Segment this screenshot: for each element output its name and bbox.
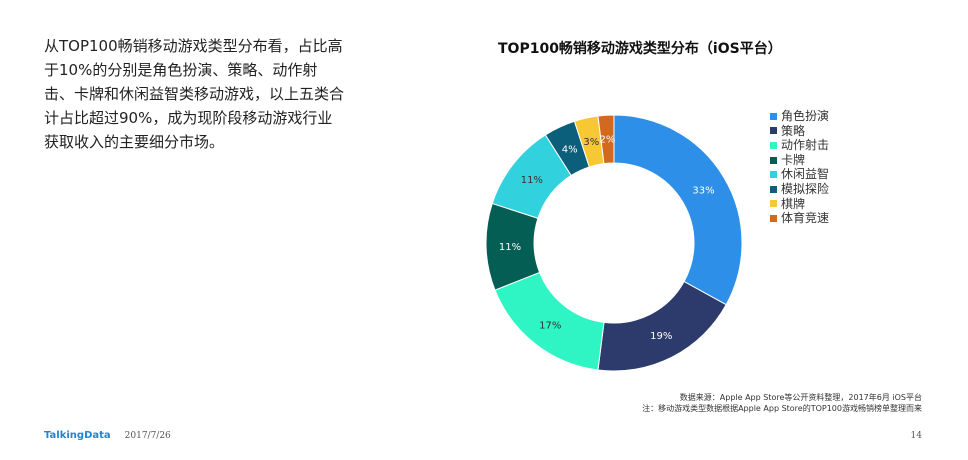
legend-label: 模拟探险 [781,181,830,196]
legend-swatch [770,185,777,193]
legend-label: 卡牌 [781,152,806,167]
intro-paragraph: 从TOP100畅销移动游戏类型分布看，占比高于10%的分别是角色扮演、策略、动作… [44,37,345,151]
legend-swatch [770,200,777,208]
legend-swatch [770,141,777,149]
legend-label: 动作射击 [781,138,830,153]
slice-label: 19% [650,331,672,342]
slice-label: 3% [583,137,599,148]
source-line: 数据来源：Apple App Store等公开资料整理，2017年6月 iOS平… [679,393,922,402]
page-number: 14 [910,430,922,441]
legend-item: 策略 [770,124,829,139]
page-footer: TalkingData 2017/7/26 14 [44,430,922,441]
slice-label: 4% [562,144,578,155]
legend-label: 策略 [781,123,806,138]
legend-item: 棋牌 [770,197,829,212]
footer-date: 2017/7/26 [124,430,171,441]
legend-item: 模拟探险 [770,182,829,197]
legend-item: 动作射击 [770,138,829,153]
legend-swatch [770,127,777,135]
legend-label: 体育竞速 [781,211,830,226]
legend-swatch [770,112,777,120]
slice-label: 33% [692,186,714,197]
slice-label: 11% [521,175,543,186]
source-note: 数据来源：Apple App Store等公开资料整理，2017年6月 iOS平… [642,392,922,414]
slice-label: 17% [539,321,561,332]
legend-label: 休闲益智 [781,167,830,182]
donut-slice [597,280,727,372]
donut-slice [613,114,743,306]
chart-title: TOP100畅销移动游戏类型分布（iOS平台） [498,41,782,57]
legend-item: 体育竞速 [770,211,829,226]
legend-swatch [770,214,777,222]
legend-label: 角色扮演 [781,109,830,123]
donut-chart: 33% 19% 17% 11% 11% 4% 3% 2% [485,114,743,372]
slice-label: 2% [600,135,616,146]
slice-label: 11% [499,242,521,253]
legend-swatch [770,156,777,164]
legend-swatch [770,171,777,179]
chart-legend: 角色扮演 策略 动作射击 卡牌 休闲益智 模拟探险 棋牌 体育竞速 [770,109,829,226]
legend-item: 卡牌 [770,153,829,168]
donut-slice [597,114,615,165]
note-line: 注：移动游戏类型数据根据Apple App Store的TOP100游戏畅销榜单… [642,404,922,413]
legend-item: 休闲益智 [770,167,829,182]
brand-logo: TalkingData [44,430,111,441]
legend-item: 角色扮演 [770,109,829,124]
legend-label: 棋牌 [781,196,806,211]
